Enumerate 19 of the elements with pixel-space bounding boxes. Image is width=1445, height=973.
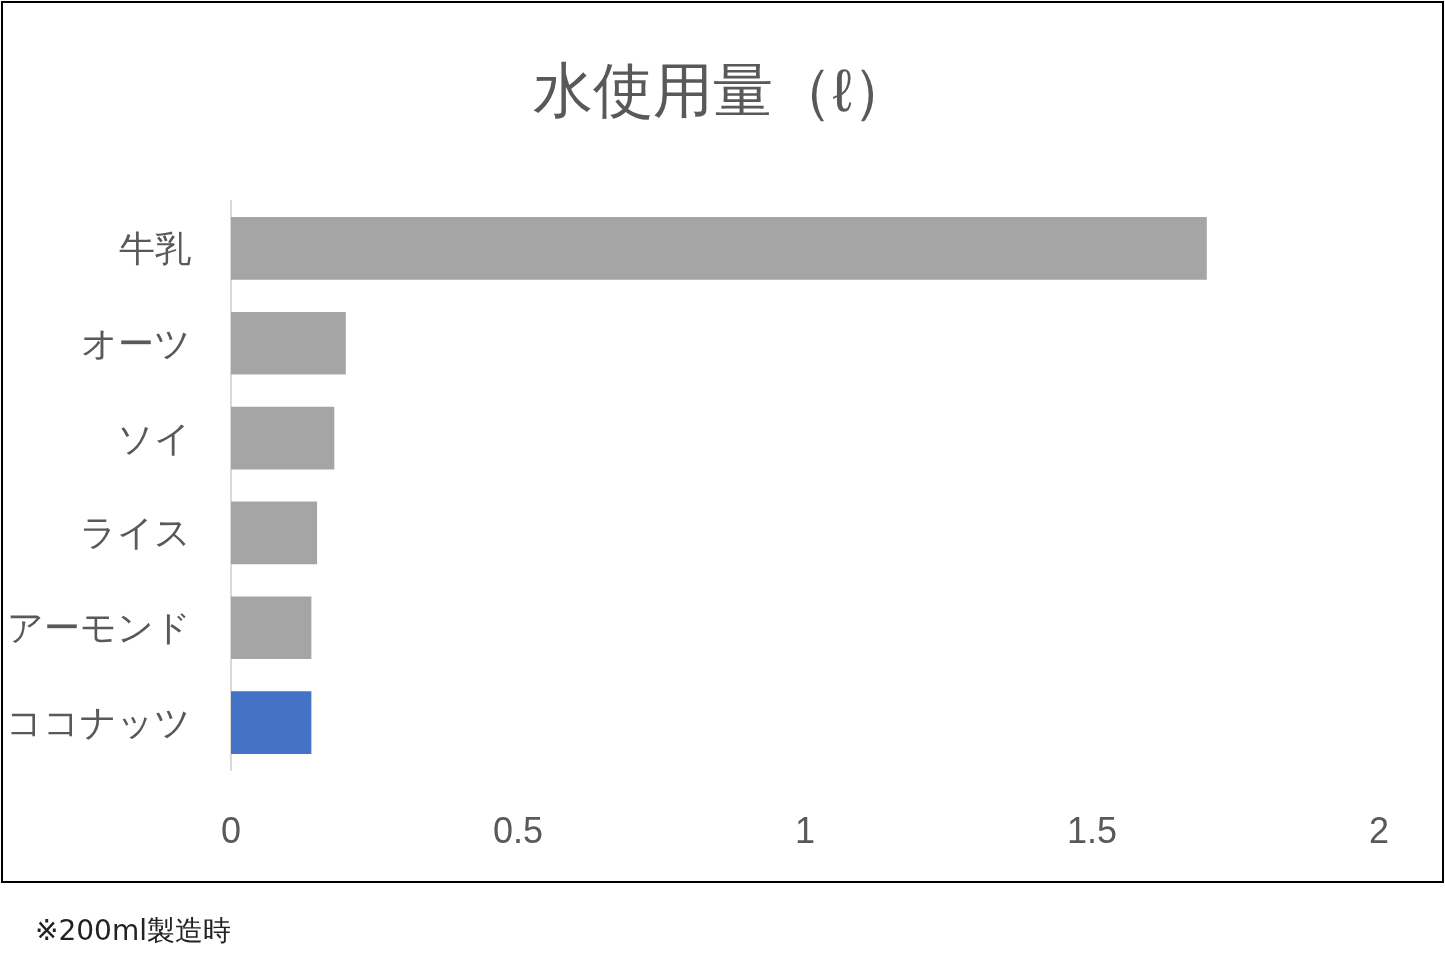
y-tick-label: アーモンド: [7, 607, 191, 649]
y-tick-label: ソイ: [117, 417, 191, 459]
bar: [231, 691, 312, 754]
x-tick-label: 0.5: [492, 809, 544, 851]
bar: [231, 311, 346, 375]
y-tick-label: ライス: [80, 512, 191, 554]
bar: [231, 217, 1207, 280]
bar: [231, 501, 318, 565]
chart-title: 水使用量（ℓ）: [532, 56, 913, 124]
y-tick-label: オーツ: [81, 322, 191, 364]
text: ※200ml製造時: [35, 913, 231, 949]
bar: [231, 406, 335, 470]
y-tick-label: 牛乳: [119, 227, 191, 269]
x-tick-label: 2: [1368, 809, 1390, 851]
y-tick-label: ココナッツ: [6, 702, 191, 744]
x-tick-label: 1.5: [1066, 809, 1118, 851]
x-tick-label: 0: [220, 809, 242, 851]
bar: [231, 596, 312, 660]
x-tick-label: 1: [794, 809, 816, 851]
